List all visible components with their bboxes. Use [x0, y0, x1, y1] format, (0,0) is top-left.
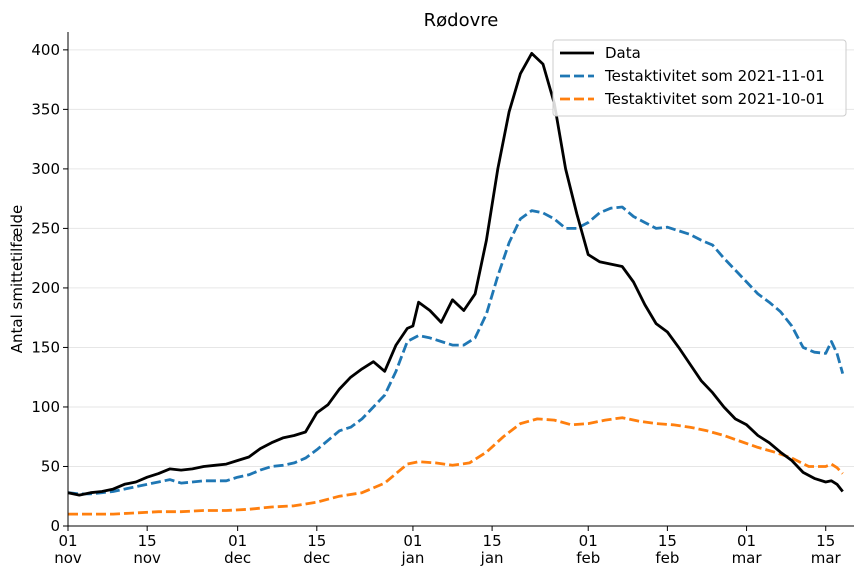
legend-label-1: Testaktivitet som 2021-11-01	[604, 67, 825, 85]
y-ticks: 0 50 100 150 200 250 300 350 400	[31, 41, 68, 535]
x-tick-month: nov	[54, 549, 82, 567]
y-tick-label: 350	[31, 100, 60, 118]
y-tick-label: 0	[50, 517, 60, 535]
x-tick-month: feb	[655, 549, 679, 567]
x-tick-month: nov	[133, 549, 161, 567]
legend-box	[552, 39, 847, 117]
x-tick-day: 15	[483, 532, 502, 550]
grid-lines	[68, 49, 854, 467]
y-tick-label: 400	[31, 41, 60, 59]
legend-label-0: Data	[605, 44, 641, 62]
legend-label-2: Testaktivitet som 2021-10-01	[604, 90, 825, 108]
x-tick-day: 01	[228, 532, 247, 550]
y-tick-label: 200	[31, 279, 60, 297]
series-line-2	[68, 416, 844, 516]
series-line-1	[67, 205, 845, 496]
x-tick-day: 15	[138, 532, 157, 550]
x-tick-day: 15	[307, 532, 326, 550]
chart-title: Rødovre	[424, 10, 499, 31]
legend: Data Testaktivitet som 2021-11-01 Testakti…	[552, 39, 847, 117]
x-tick-month: dec	[224, 549, 251, 567]
x-tick-month: dec	[303, 549, 330, 567]
y-tick-label: 150	[31, 338, 60, 356]
y-tick-label: 250	[31, 219, 60, 237]
x-tick-day: 01	[403, 532, 422, 550]
x-tick-day: 01	[579, 532, 598, 550]
x-tick-day: 15	[658, 532, 677, 550]
axes	[67, 32, 854, 527]
series-line-0	[67, 52, 844, 497]
y-tick-label: 50	[41, 457, 60, 475]
x-tick-day: 01	[737, 532, 756, 550]
x-tick-day: 15	[816, 532, 835, 550]
x-tick-day: 01	[58, 532, 77, 550]
y-tick-label: 300	[31, 160, 60, 178]
y-axis-label: Antal smittetilfælde	[8, 205, 26, 354]
x-tick-month: mar	[811, 549, 842, 567]
x-tick-month: jan	[400, 549, 424, 567]
x-tick-month: mar	[732, 549, 763, 567]
x-tick-month: feb	[576, 549, 600, 567]
x-tick-month: jan	[480, 549, 504, 567]
y-tick-label: 100	[31, 398, 60, 416]
x-ticks: 01nov15nov01dec15dec01jan15jan01feb15feb…	[54, 526, 842, 567]
series-lines	[67, 52, 845, 516]
